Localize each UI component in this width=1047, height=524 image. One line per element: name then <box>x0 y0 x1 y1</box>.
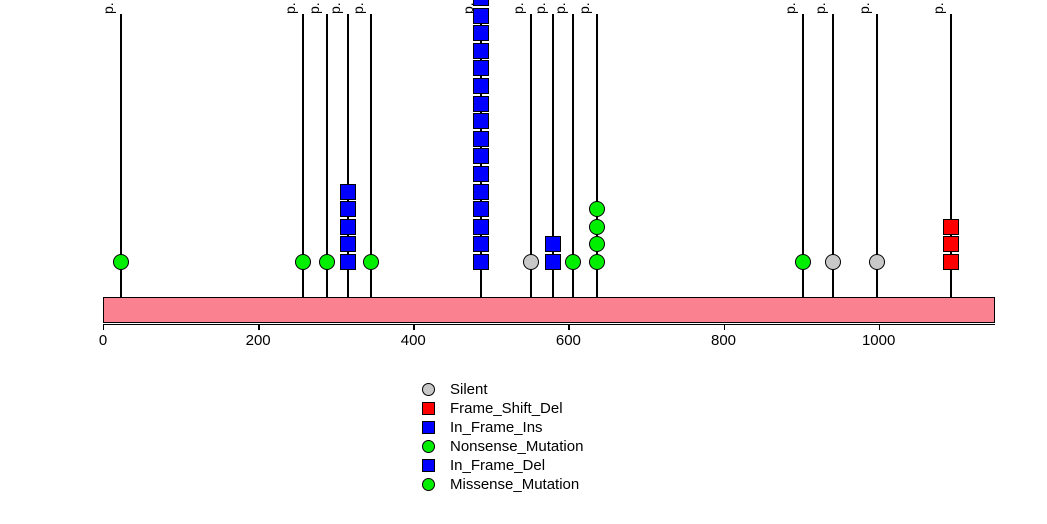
mutation-marker[interactable] <box>473 113 489 130</box>
lollipop-stem <box>832 14 834 323</box>
mutation-marker[interactable] <box>473 78 489 94</box>
mutation-marker[interactable] <box>473 201 489 218</box>
x-axis-tick-label: 400 <box>400 332 426 349</box>
lollipop-stem <box>326 14 328 323</box>
legend-label: Silent <box>450 381 488 398</box>
lollipop-stem <box>530 14 532 323</box>
legend-label: In_Frame_Del <box>450 457 546 474</box>
mutation-marker[interactable] <box>473 60 489 77</box>
mutation-marker[interactable] <box>589 218 605 235</box>
mutation-marker[interactable] <box>943 254 959 270</box>
lollipop-stem <box>950 14 952 323</box>
lollipop-stem <box>876 14 878 323</box>
mutation-marker[interactable] <box>473 0 489 6</box>
protein-domain-bar <box>103 297 995 323</box>
mutation-marker[interactable] <box>545 236 561 253</box>
lollipop-stem <box>302 14 304 323</box>
mutation-marker[interactable] <box>340 218 356 235</box>
mutation-marker[interactable] <box>113 254 129 270</box>
legend-item[interactable]: Frame_Shift_Del <box>422 399 563 418</box>
legend-symbol-square-icon <box>422 459 435 472</box>
lollipop-stem <box>802 14 804 323</box>
legend-symbol-square-icon <box>422 421 435 434</box>
mutation-marker[interactable] <box>473 130 489 147</box>
legend-symbol-circle-icon <box>422 440 435 453</box>
mutation-marker[interactable] <box>319 254 335 270</box>
x-axis-tick-label: 200 <box>245 332 271 349</box>
x-axis-tick <box>258 324 260 330</box>
mutation-marker[interactable] <box>825 254 841 270</box>
mutation-marker[interactable] <box>340 183 356 200</box>
mutation-marker[interactable] <box>565 254 581 270</box>
legend-label: Nonsense_Mutation <box>450 438 584 455</box>
legend-symbol-square-icon <box>422 402 435 415</box>
legend-label: In_Frame_Ins <box>450 419 543 436</box>
x-axis-tick-label: 0 <box>98 332 108 349</box>
mutation-marker[interactable] <box>589 254 605 270</box>
x-axis-tick-label: 800 <box>711 332 737 349</box>
mutation-marker[interactable] <box>473 25 489 42</box>
mutation-marker[interactable] <box>473 236 489 253</box>
mutation-marker[interactable] <box>943 218 959 235</box>
mutation-marker[interactable] <box>340 254 356 270</box>
lollipop-stem <box>572 14 574 323</box>
mutation-marker[interactable] <box>473 166 489 182</box>
x-axis-tick <box>723 324 725 330</box>
legend-item[interactable]: Missense_Mutation <box>422 475 579 494</box>
x-axis-tick-label: 1000 <box>861 332 896 349</box>
mutation-marker[interactable] <box>473 42 489 59</box>
mutation-marker[interactable] <box>589 201 605 218</box>
mutation-marker[interactable] <box>545 254 561 270</box>
x-axis-tick-label: 600 <box>555 332 581 349</box>
mutation-marker[interactable] <box>473 183 489 200</box>
x-axis-tick <box>413 324 415 330</box>
lollipop-stem <box>596 14 598 323</box>
x-axis-tick <box>103 324 105 330</box>
legend-label: Frame_Shift_Del <box>450 400 563 417</box>
legend-item[interactable]: Silent <box>422 380 488 399</box>
lollipop-stem <box>347 14 349 323</box>
mutation-marker[interactable] <box>869 254 885 270</box>
mutation-marker[interactable] <box>295 254 311 270</box>
legend-item[interactable]: In_Frame_Ins <box>422 418 543 437</box>
x-axis-tick <box>568 324 570 330</box>
mutation-marker[interactable] <box>523 254 539 270</box>
mutation-marker[interactable] <box>340 201 356 218</box>
legend: Silent Frame_Shift_Del In_Frame_Ins Nonsens… <box>422 380 722 494</box>
legend-label: Missense_Mutation <box>450 476 580 493</box>
legend-item[interactable]: In_Frame_Del <box>422 456 545 475</box>
x-axis-line <box>103 324 995 326</box>
mutation-marker[interactable] <box>943 236 959 253</box>
mutation-marker[interactable] <box>473 254 489 270</box>
lollipop-stem <box>552 14 554 323</box>
x-axis-tick <box>878 324 881 330</box>
lollipop-stem <box>120 14 122 323</box>
legend-symbol-circle-icon <box>422 383 435 396</box>
mutation-marker[interactable] <box>473 218 489 235</box>
mutation-marker[interactable] <box>795 254 811 270</box>
mutation-marker[interactable] <box>340 236 356 253</box>
mutation-marker[interactable] <box>473 7 489 24</box>
mutation-marker[interactable] <box>363 254 379 270</box>
lollipop-stem <box>370 14 372 323</box>
legend-symbol-circle-icon <box>422 478 435 491</box>
mutation-marker[interactable] <box>473 95 489 112</box>
legend-item[interactable]: Nonsense_Mutation <box>422 437 583 456</box>
mutation-marker[interactable] <box>589 236 605 253</box>
mutation-marker[interactable] <box>473 148 489 165</box>
